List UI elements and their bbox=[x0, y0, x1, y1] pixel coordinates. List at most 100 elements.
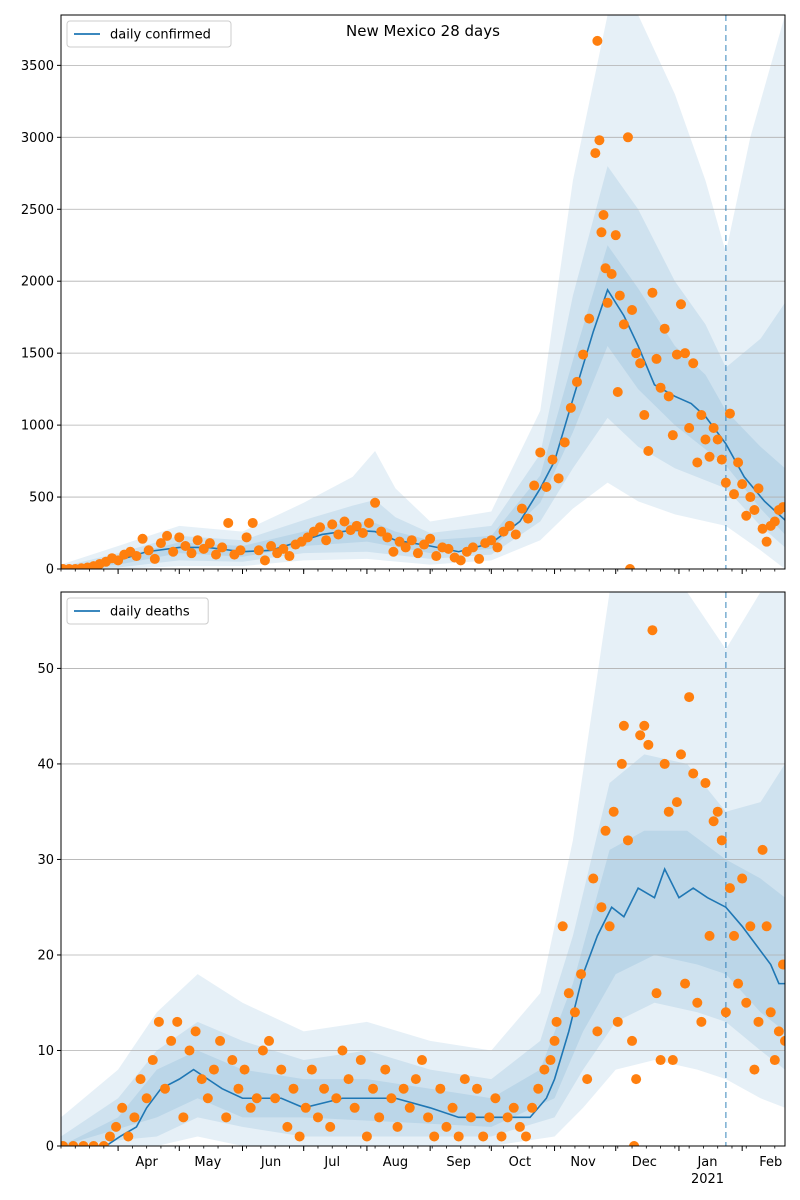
data-point bbox=[708, 816, 719, 827]
data-point bbox=[590, 148, 601, 159]
data-point bbox=[606, 269, 617, 280]
x-tick-label: Dec bbox=[632, 1155, 657, 1170]
deaths-chart-panel: 0 10 20 30 40 50 Apr May Jun Jul Aug Sep Oct Nov Dec Ja… bbox=[37, 591, 786, 1187]
data-point bbox=[647, 625, 658, 636]
y-tick-label: 50 bbox=[37, 662, 54, 677]
data-point bbox=[233, 1083, 244, 1094]
data-point bbox=[655, 1055, 666, 1066]
data-point bbox=[608, 806, 619, 817]
series-line-daily-deaths bbox=[61, 866, 785, 1146]
data-point bbox=[600, 825, 611, 836]
x-tick-label: May bbox=[194, 1155, 221, 1170]
data-point bbox=[510, 529, 521, 540]
data-point bbox=[769, 516, 780, 527]
data-point bbox=[582, 1074, 593, 1085]
legend-label: daily confirmed bbox=[110, 28, 211, 43]
data-point bbox=[425, 533, 436, 544]
data-point bbox=[769, 1055, 780, 1066]
data-point bbox=[306, 1064, 317, 1075]
data-point bbox=[596, 227, 607, 238]
y-tick-label: 0 bbox=[46, 1140, 54, 1155]
data-point bbox=[720, 1007, 731, 1018]
data-point bbox=[667, 1055, 678, 1066]
data-point bbox=[380, 1064, 391, 1075]
data-point bbox=[245, 1102, 256, 1113]
data-point bbox=[149, 553, 160, 564]
data-point bbox=[388, 546, 399, 557]
data-point bbox=[614, 290, 625, 301]
data-point bbox=[659, 323, 670, 334]
data-point bbox=[588, 873, 599, 884]
data-point bbox=[547, 454, 558, 465]
data-point bbox=[635, 730, 646, 741]
data-point bbox=[578, 349, 589, 360]
data-point bbox=[618, 720, 629, 731]
data-point bbox=[520, 1131, 531, 1142]
data-point bbox=[777, 502, 785, 513]
data-point bbox=[737, 873, 748, 884]
x-tick-year-label: 2021 bbox=[691, 1172, 724, 1187]
data-point bbox=[777, 959, 785, 970]
data-point bbox=[178, 1112, 189, 1123]
data-point bbox=[753, 1016, 764, 1027]
data-point bbox=[472, 1083, 483, 1094]
data-point bbox=[604, 921, 615, 932]
data-point bbox=[541, 481, 552, 492]
legend-box bbox=[66, 20, 232, 48]
data-point bbox=[459, 1074, 470, 1085]
data-point bbox=[239, 1064, 250, 1075]
data-point bbox=[474, 553, 485, 564]
data-point bbox=[490, 1093, 501, 1104]
data-point bbox=[443, 543, 454, 554]
data-point bbox=[643, 446, 654, 457]
data-point bbox=[441, 1121, 452, 1132]
data-point bbox=[692, 997, 703, 1008]
data-point bbox=[484, 1112, 495, 1123]
data-point bbox=[257, 1045, 268, 1056]
uncertainty-band-outer bbox=[61, 15, 785, 569]
data-point bbox=[557, 921, 568, 932]
data-point bbox=[404, 1102, 415, 1113]
data-point bbox=[700, 434, 711, 445]
y-tick-label: 10 bbox=[37, 1044, 54, 1059]
data-point bbox=[486, 535, 497, 546]
data-point bbox=[680, 978, 691, 989]
data-point bbox=[514, 1121, 525, 1132]
data-point bbox=[357, 528, 368, 539]
data-point bbox=[331, 1093, 342, 1104]
data-point bbox=[370, 497, 381, 508]
data-point bbox=[704, 930, 715, 941]
y-tick-label: 3500 bbox=[21, 59, 54, 74]
data-point bbox=[569, 1007, 580, 1018]
data-point bbox=[208, 1064, 219, 1075]
data-point bbox=[276, 1064, 287, 1075]
data-point bbox=[190, 1026, 201, 1037]
data-point bbox=[492, 542, 503, 553]
data-point bbox=[141, 1093, 152, 1104]
data-point bbox=[651, 353, 662, 364]
data-point bbox=[535, 447, 546, 458]
data-point bbox=[153, 1016, 164, 1027]
data-point bbox=[184, 1045, 195, 1056]
data-point bbox=[129, 1112, 140, 1123]
data-point bbox=[635, 358, 646, 369]
data-point bbox=[716, 835, 727, 846]
data-point bbox=[355, 1055, 366, 1066]
data-point bbox=[757, 844, 768, 855]
data-point bbox=[160, 1083, 171, 1094]
data-point bbox=[392, 1121, 403, 1132]
data-point bbox=[700, 778, 711, 789]
x-tick-label: Sep bbox=[446, 1155, 471, 1170]
data-point bbox=[143, 545, 154, 556]
data-point bbox=[671, 349, 682, 360]
uncertainty-band-middle bbox=[61, 754, 785, 1146]
data-point bbox=[162, 530, 173, 541]
data-point bbox=[761, 921, 772, 932]
data-point bbox=[663, 806, 674, 817]
legend-box bbox=[66, 597, 209, 625]
data-point bbox=[294, 1131, 305, 1142]
data-point bbox=[563, 988, 574, 999]
data-point bbox=[431, 551, 442, 562]
x-tick-label: Aug bbox=[383, 1155, 408, 1170]
data-point bbox=[533, 1083, 544, 1094]
